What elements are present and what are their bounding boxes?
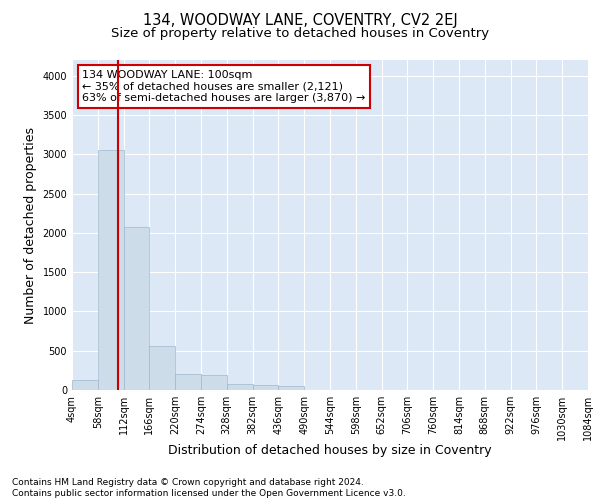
Y-axis label: Number of detached properties: Number of detached properties: [24, 126, 37, 324]
Bar: [98, 150, 124, 390]
Text: 134 WOODWAY LANE: 100sqm
← 35% of detached houses are smaller (2,121)
63% of sem: 134 WOODWAY LANE: 100sqm ← 35% of detach…: [82, 70, 365, 103]
Bar: [149, 346, 175, 390]
Text: 134, WOODWAY LANE, COVENTRY, CV2 2EJ: 134, WOODWAY LANE, COVENTRY, CV2 2EJ: [143, 12, 457, 28]
Bar: [253, 386, 278, 390]
Text: Contains HM Land Registry data © Crown copyright and database right 2024.
Contai: Contains HM Land Registry data © Crown c…: [12, 478, 406, 498]
Text: Size of property relative to detached houses in Coventry: Size of property relative to detached ho…: [111, 28, 489, 40]
Bar: [72, 380, 98, 390]
X-axis label: Distribution of detached houses by size in Coventry: Distribution of detached houses by size …: [168, 444, 492, 458]
Bar: [124, 226, 149, 390]
Bar: [278, 386, 304, 390]
Bar: [227, 384, 253, 390]
Bar: [175, 374, 201, 390]
Bar: [201, 374, 227, 390]
